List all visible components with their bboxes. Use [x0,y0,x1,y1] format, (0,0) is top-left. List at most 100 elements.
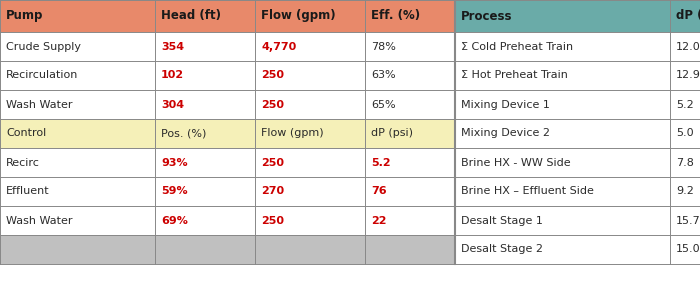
Bar [155,0,255,32]
Text: dP (psi): dP (psi) [371,128,413,139]
Text: 7.8: 7.8 [676,157,694,168]
Bar [255,206,365,235]
Text: dP (psi): dP (psi) [676,9,700,22]
Bar [255,235,365,264]
Text: Σ Hot Preheat Train: Σ Hot Preheat Train [461,70,568,81]
Bar [255,32,365,61]
Text: 5.2: 5.2 [371,157,391,168]
Bar [155,90,255,119]
Bar [670,206,700,235]
Text: Σ Cold Preheat Train: Σ Cold Preheat Train [461,41,573,52]
Text: 354: 354 [161,41,184,52]
Text: 250: 250 [261,215,284,226]
Bar [255,90,365,119]
Text: Mixing Device 1: Mixing Device 1 [461,99,550,110]
Text: Brine HX - WW Side: Brine HX - WW Side [461,157,570,168]
Text: 5.0: 5.0 [676,128,694,139]
Text: Brine HX – Effluent Side: Brine HX – Effluent Side [461,186,594,197]
Bar [0,206,155,235]
Bar [255,148,365,177]
Text: 12.9: 12.9 [676,70,700,81]
Bar [155,32,255,61]
Bar [670,61,700,90]
Text: 59%: 59% [161,186,188,197]
Bar [670,148,700,177]
Text: 102: 102 [161,70,184,81]
Text: 12.0: 12.0 [676,41,700,52]
Bar [155,206,255,235]
Bar [0,0,155,32]
Bar [455,32,670,61]
Bar [365,206,455,235]
Text: 93%: 93% [161,157,188,168]
Bar [0,235,155,264]
Bar [155,61,255,90]
Text: 250: 250 [261,157,284,168]
Text: Wash Water: Wash Water [6,99,73,110]
Text: Process: Process [461,9,512,22]
Text: 78%: 78% [371,41,396,52]
Bar [455,0,670,32]
Bar [455,177,670,206]
Bar [0,119,155,148]
Bar [670,235,700,264]
Bar [365,119,455,148]
Text: Recirc: Recirc [6,157,40,168]
Text: Desalt Stage 1: Desalt Stage 1 [461,215,543,226]
Bar [365,0,455,32]
Text: 4,770: 4,770 [261,41,296,52]
Bar [255,119,365,148]
Text: 9.2: 9.2 [676,186,694,197]
Bar [455,206,670,235]
Bar [0,90,155,119]
Text: 69%: 69% [161,215,188,226]
Text: 22: 22 [371,215,386,226]
Bar [0,148,155,177]
Bar [365,90,455,119]
Bar [455,235,670,264]
Bar [365,148,455,177]
Text: 63%: 63% [371,70,395,81]
Bar [255,177,365,206]
Bar [155,177,255,206]
Text: 250: 250 [261,99,284,110]
Text: Recirculation: Recirculation [6,70,78,81]
Bar [365,61,455,90]
Text: 15.0: 15.0 [676,244,700,255]
Bar [455,119,670,148]
Text: 304: 304 [161,99,184,110]
Text: Flow (gpm): Flow (gpm) [261,128,323,139]
Text: 5.2: 5.2 [676,99,694,110]
Text: Flow (gpm): Flow (gpm) [261,9,335,22]
Bar [255,61,365,90]
Bar [455,148,670,177]
Text: Crude Supply: Crude Supply [6,41,81,52]
Bar [365,235,455,264]
Bar [670,119,700,148]
Bar [670,90,700,119]
Bar [155,119,255,148]
Text: Pos. (%): Pos. (%) [161,128,206,139]
Text: 15.7: 15.7 [676,215,700,226]
Text: Pump: Pump [6,9,43,22]
Bar [670,0,700,32]
Text: 250: 250 [261,70,284,81]
Text: Eff. (%): Eff. (%) [371,9,420,22]
Bar [0,61,155,90]
Bar [255,0,365,32]
Text: 76: 76 [371,186,386,197]
Bar [670,177,700,206]
Text: Mixing Device 2: Mixing Device 2 [461,128,550,139]
Bar [455,90,670,119]
Bar [670,32,700,61]
Text: Head (ft): Head (ft) [161,9,221,22]
Bar [155,148,255,177]
Text: 270: 270 [261,186,284,197]
Bar [0,32,155,61]
Bar [455,61,670,90]
Text: Wash Water: Wash Water [6,215,73,226]
Text: 65%: 65% [371,99,395,110]
Text: Effluent: Effluent [6,186,50,197]
Text: Desalt Stage 2: Desalt Stage 2 [461,244,543,255]
Bar [0,177,155,206]
